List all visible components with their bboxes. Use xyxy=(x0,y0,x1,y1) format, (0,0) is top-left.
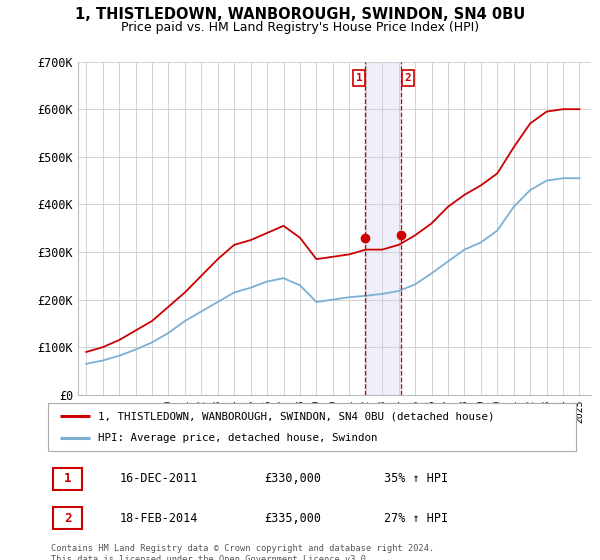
Text: 27% ↑ HPI: 27% ↑ HPI xyxy=(384,511,448,525)
Text: HPI: Average price, detached house, Swindon: HPI: Average price, detached house, Swin… xyxy=(98,433,377,443)
Text: 1, THISTLEDOWN, WANBOROUGH, SWINDON, SN4 0BU (detached house): 1, THISTLEDOWN, WANBOROUGH, SWINDON, SN4… xyxy=(98,411,494,421)
Text: 18-FEB-2014: 18-FEB-2014 xyxy=(120,511,199,525)
FancyBboxPatch shape xyxy=(53,507,82,529)
FancyBboxPatch shape xyxy=(53,468,82,490)
Text: 35% ↑ HPI: 35% ↑ HPI xyxy=(384,472,448,486)
Text: 1: 1 xyxy=(64,472,71,486)
Text: £335,000: £335,000 xyxy=(264,511,321,525)
Text: 16-DEC-2011: 16-DEC-2011 xyxy=(120,472,199,486)
Text: 2: 2 xyxy=(64,511,71,525)
Text: Contains HM Land Registry data © Crown copyright and database right 2024.
This d: Contains HM Land Registry data © Crown c… xyxy=(51,544,434,560)
Text: 1, THISTLEDOWN, WANBOROUGH, SWINDON, SN4 0BU: 1, THISTLEDOWN, WANBOROUGH, SWINDON, SN4… xyxy=(75,7,525,22)
Text: 2: 2 xyxy=(404,73,412,83)
Bar xyxy=(365,62,401,395)
Text: Price paid vs. HM Land Registry's House Price Index (HPI): Price paid vs. HM Land Registry's House … xyxy=(121,21,479,34)
FancyBboxPatch shape xyxy=(48,403,576,451)
Text: 1: 1 xyxy=(356,73,362,83)
Text: £330,000: £330,000 xyxy=(264,472,321,486)
